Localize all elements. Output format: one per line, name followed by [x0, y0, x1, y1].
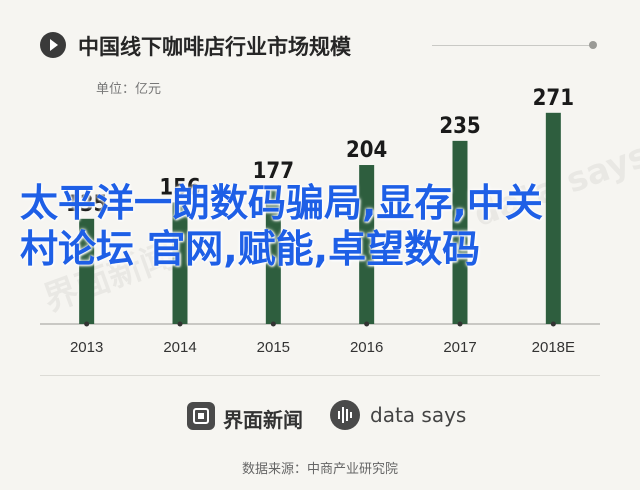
data-label-2014: 156 [159, 175, 200, 200]
brand-right-name: data says [370, 403, 467, 427]
data-label-2018E: 271 [533, 86, 574, 111]
tick-dot-2016 [364, 321, 370, 327]
tick-dot-2017 [457, 321, 463, 327]
tick-label-2017: 2017 [443, 339, 476, 356]
tick-label-2016: 2016 [350, 339, 383, 356]
tick-label-2015: 2015 [257, 339, 290, 356]
datasays-logo-icon [330, 400, 360, 430]
tick-label-2014: 2014 [163, 339, 196, 356]
data-source: 数据来源：中商产业研究院 [241, 462, 398, 477]
tick-dot-2013 [84, 321, 90, 327]
tick-label-2018E: 2018E [532, 339, 575, 356]
jiemian-logo-icon [187, 402, 215, 430]
bar-2017 [452, 140, 468, 324]
data-label-2013: 135 [66, 192, 107, 217]
data-label-2017: 235 [439, 114, 480, 139]
bar-2014 [172, 202, 188, 324]
data-label-2016: 204 [346, 138, 387, 163]
tick-dot-2018E [550, 321, 556, 327]
tick-dot-2015 [270, 321, 276, 327]
bar-2018E [545, 112, 561, 324]
title-divider [432, 45, 592, 46]
chevron-right-icon [40, 32, 66, 58]
tick-label-2013: 2013 [70, 339, 103, 356]
bar-chart: 135 2013 156 2014 177 2015 204 2016 235 2017 271 20… [40, 86, 600, 356]
bar-2015 [265, 186, 281, 324]
brand-left-name: 界面新闻 [223, 408, 303, 432]
chart-header: 中国线下咖啡店行业市场规模 [40, 30, 600, 60]
overlay-text: 太平洋一朗数码骗局,显存,中关村论坛 官网,赋能,卓望数码 [20, 181, 543, 271]
tick-dot-2014 [177, 321, 183, 327]
bar-2016 [359, 165, 375, 324]
chart-title: 中国线下咖啡店行业市场规模 [78, 35, 351, 59]
title-divider-dot [589, 41, 597, 49]
unit-label: 单位：亿元 [96, 82, 162, 97]
data-label-2015: 177 [253, 159, 294, 184]
footer-divider [40, 375, 600, 376]
bar-2013 [79, 218, 95, 324]
